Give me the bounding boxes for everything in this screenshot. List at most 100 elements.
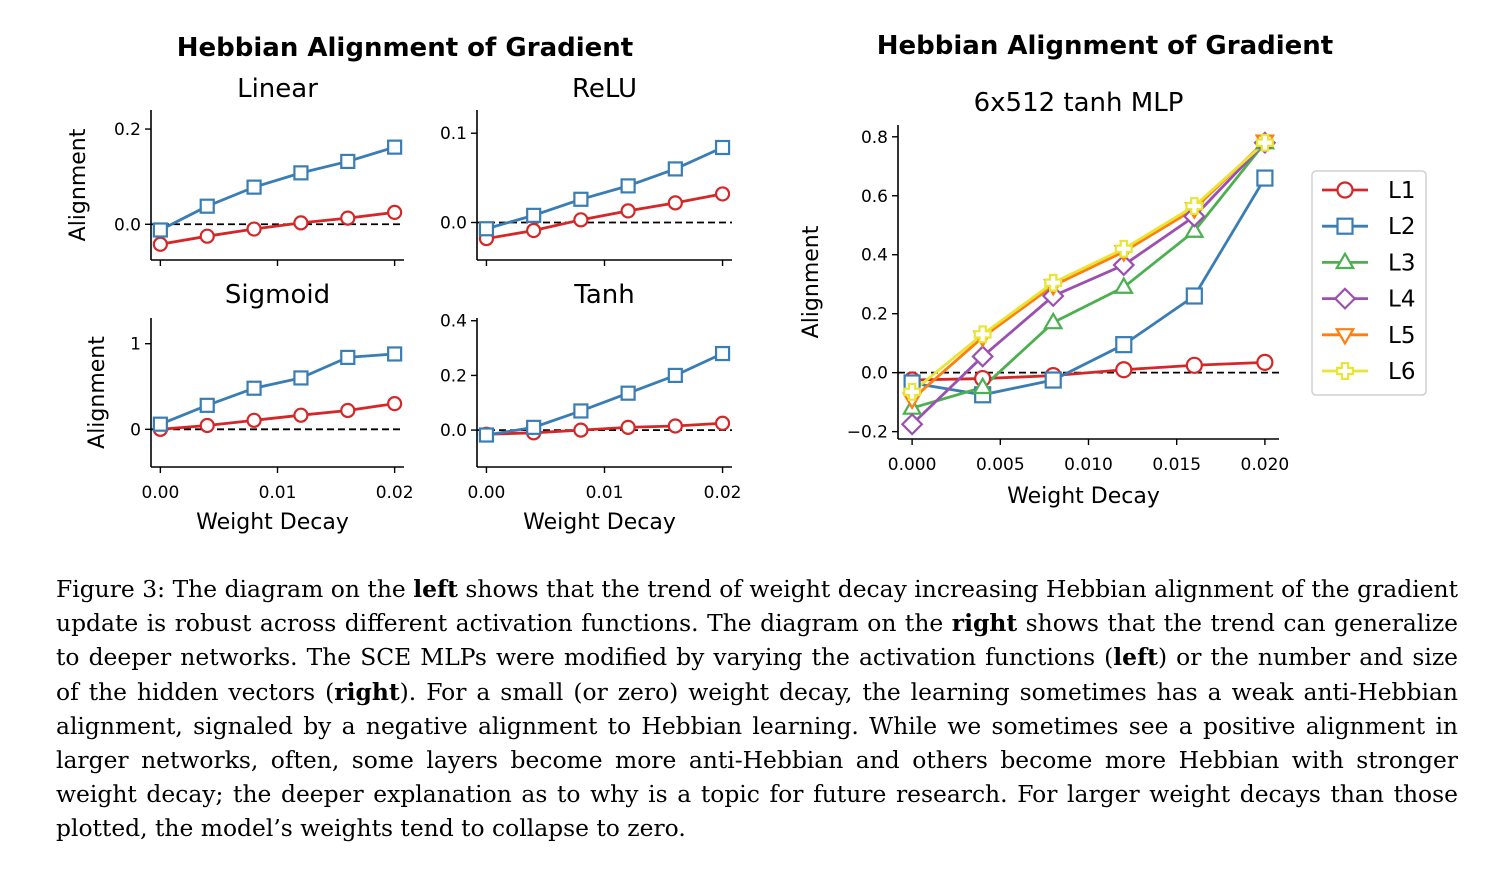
data-point <box>900 412 924 436</box>
caption-text: shows that the trend of weight decay inc… <box>56 575 1459 638</box>
caption-emphasis: right <box>334 677 400 706</box>
y-tick-label: 0.0 <box>114 215 141 235</box>
data-point <box>152 416 168 432</box>
data-point <box>199 228 215 244</box>
data-point <box>152 222 168 238</box>
x-axis-label: Weight Decay <box>196 510 349 535</box>
caption-emphasis: left <box>413 575 458 603</box>
data-point <box>1114 239 1133 258</box>
y-tick-label: 1 <box>130 335 141 355</box>
data-point <box>971 345 994 368</box>
y-tick-label: 0.4 <box>440 312 467 332</box>
data-point <box>526 419 542 435</box>
data-point <box>667 161 683 177</box>
series-line-l2 <box>159 352 395 426</box>
x-tick-label: 0.00 <box>141 483 179 503</box>
data-point <box>573 212 589 228</box>
data-point <box>293 407 309 423</box>
data-point <box>387 396 403 412</box>
caption-emphasis: left <box>1113 643 1158 672</box>
data-point <box>620 203 636 219</box>
caption-label: Figure 3: <box>56 575 166 603</box>
caption-text: The diagram on the <box>172 575 406 603</box>
data-point <box>667 195 683 211</box>
data-point <box>620 419 636 435</box>
series-line-l2 <box>486 352 724 437</box>
data-point <box>1043 311 1064 330</box>
data-point <box>714 186 731 202</box>
data-point <box>199 198 215 214</box>
chart-panels: Linear 0.0 0.2 Alignment ReLU 0.0 0.1 Sigmoid 0 1… <box>66 74 1427 535</box>
x-tick-label: 0.010 <box>1064 455 1113 475</box>
data-point <box>620 178 636 194</box>
data-point <box>1256 169 1274 187</box>
x-tick-label: 0.01 <box>259 483 297 503</box>
data-point <box>1256 353 1274 371</box>
data-point <box>667 367 683 384</box>
data-point <box>293 165 309 181</box>
data-point <box>972 376 993 395</box>
data-point <box>387 204 403 220</box>
y-axis-label: Alignment <box>66 128 91 241</box>
left-figure-title: Hebbian Alignment of Gradient <box>177 33 633 63</box>
y-tick-label: 0.2 <box>440 366 467 386</box>
y-tick-label: 0.4 <box>861 246 888 266</box>
y-tick-label: 0.0 <box>440 214 467 234</box>
x-tick-label: 0.00 <box>468 483 506 503</box>
data-point <box>340 210 356 226</box>
data-point <box>714 345 731 362</box>
figure-caption: Figure 3: The diagram on the left shows … <box>56 572 1458 846</box>
data-point <box>1334 251 1356 270</box>
data-point <box>526 207 542 223</box>
x-tick-label: 0.000 <box>888 455 937 475</box>
right-figure-title: Hebbian Alignment of Gradient <box>877 31 1333 61</box>
data-point <box>199 417 215 434</box>
data-point <box>1115 336 1133 354</box>
series-line-l4 <box>911 141 1266 426</box>
data-point <box>573 191 589 207</box>
series-line-l1 <box>912 360 1265 382</box>
caption-text: ). For a small (or zero) weight decay, t… <box>56 677 1458 843</box>
series-line-l1 <box>160 210 395 246</box>
data-point <box>1113 276 1134 294</box>
chart-panel: Linear 0.0 0.2 Alignment <box>66 74 404 266</box>
chart-title: Linear <box>237 74 318 104</box>
chart-panel: Tanh 0.0 0.2 0.4 0.00 0.01 0.02 Weight Decay <box>440 280 742 535</box>
legend-label: L4 <box>1388 287 1415 313</box>
legend-label: L6 <box>1388 359 1415 385</box>
data-point <box>387 346 403 362</box>
data-point <box>903 382 922 401</box>
data-point <box>246 179 262 195</box>
y-tick-label: 0.8 <box>861 128 888 148</box>
chart-panel: 6x512 tanh MLP −0.2 0.0 0.2 0.4 0.6 0.8 0.000 0.… <box>799 88 1427 509</box>
legend: L1 L2 L3 L4 L5 L6 <box>1311 170 1427 396</box>
caption-text: shows that the trend can generalize to d… <box>56 609 1459 672</box>
y-tick-label: 0.2 <box>114 120 141 140</box>
data-point <box>340 349 356 365</box>
data-point <box>1334 328 1356 346</box>
chart-panel: Sigmoid 0 1 0.00 0.01 0.02 Weight Decay Alignme… <box>85 280 414 535</box>
y-tick-label: 0.0 <box>440 421 467 441</box>
data-point <box>246 412 262 428</box>
data-point <box>199 397 215 413</box>
data-point <box>1336 181 1354 199</box>
data-point <box>340 153 356 170</box>
legend-label: L2 <box>1388 214 1415 240</box>
x-tick-label: 0.02 <box>704 483 742 503</box>
legend-label: L5 <box>1388 323 1415 349</box>
data-point <box>620 385 636 401</box>
chart-title: ReLU <box>572 74 637 104</box>
data-point <box>478 427 495 443</box>
chart-title: 6x512 tanh MLP <box>974 88 1184 118</box>
series-line-l1 <box>486 192 723 240</box>
data-point <box>526 222 542 239</box>
data-point <box>714 415 731 431</box>
data-point <box>1044 371 1062 389</box>
caption-emphasis: right <box>951 609 1018 638</box>
data-point <box>714 139 731 156</box>
data-point <box>573 422 589 438</box>
x-tick-label: 0.02 <box>376 483 414 503</box>
y-axis-label: Alignment <box>799 225 824 338</box>
data-point <box>973 325 992 344</box>
data-point <box>1185 356 1203 374</box>
